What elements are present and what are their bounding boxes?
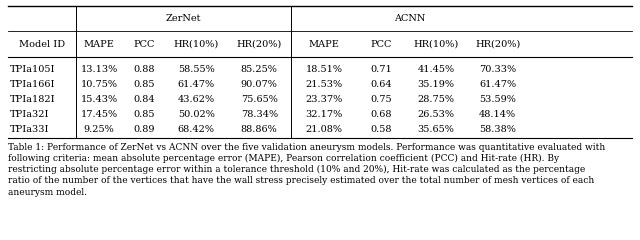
Text: 90.07%: 90.07% (241, 80, 278, 89)
Text: 28.75%: 28.75% (417, 95, 454, 104)
Text: 32.17%: 32.17% (305, 110, 343, 119)
Text: 0.75: 0.75 (370, 95, 392, 104)
Text: 0.68: 0.68 (370, 110, 392, 119)
Text: 85.25%: 85.25% (241, 65, 278, 74)
Text: 61.47%: 61.47% (177, 80, 215, 89)
Text: 0.58: 0.58 (370, 125, 392, 134)
Text: MAPE: MAPE (84, 40, 115, 49)
Text: HR(20%): HR(20%) (475, 40, 520, 49)
Text: PCC: PCC (133, 40, 155, 49)
Text: 23.37%: 23.37% (305, 95, 343, 104)
Text: 78.34%: 78.34% (241, 110, 278, 119)
Text: Model ID: Model ID (19, 40, 65, 49)
Text: 41.45%: 41.45% (417, 65, 454, 74)
Text: 0.85: 0.85 (133, 80, 155, 89)
Text: TPIa182I: TPIa182I (10, 95, 55, 104)
Text: 35.65%: 35.65% (417, 125, 454, 134)
Text: TPIa105I: TPIa105I (10, 65, 55, 74)
Text: 68.42%: 68.42% (178, 125, 214, 134)
Text: 0.71: 0.71 (370, 65, 392, 74)
Text: 53.59%: 53.59% (479, 95, 516, 104)
Text: 0.84: 0.84 (133, 95, 155, 104)
Text: 9.25%: 9.25% (84, 125, 115, 134)
Text: 58.38%: 58.38% (479, 125, 516, 134)
Text: 43.62%: 43.62% (177, 95, 215, 104)
Text: 48.14%: 48.14% (479, 110, 516, 119)
Text: 0.64: 0.64 (370, 80, 392, 89)
Text: 21.53%: 21.53% (305, 80, 343, 89)
Text: 70.33%: 70.33% (479, 65, 516, 74)
Text: TPIa166I: TPIa166I (10, 80, 55, 89)
Text: 58.55%: 58.55% (178, 65, 214, 74)
Text: 17.45%: 17.45% (81, 110, 118, 119)
Text: 75.65%: 75.65% (241, 95, 278, 104)
Text: PCC: PCC (370, 40, 392, 49)
Text: HR(20%): HR(20%) (237, 40, 282, 49)
Text: 18.51%: 18.51% (306, 65, 342, 74)
Text: 0.89: 0.89 (133, 125, 155, 134)
Text: 0.88: 0.88 (133, 65, 155, 74)
Text: MAPE: MAPE (308, 40, 340, 49)
Text: 15.43%: 15.43% (81, 95, 118, 104)
Text: ACNN: ACNN (394, 14, 426, 23)
Text: TPIa33I: TPIa33I (10, 125, 49, 134)
Text: HR(10%): HR(10%) (413, 40, 458, 49)
Text: 21.08%: 21.08% (306, 125, 342, 134)
Text: HR(10%): HR(10%) (173, 40, 219, 49)
Text: 50.02%: 50.02% (178, 110, 214, 119)
Text: 88.86%: 88.86% (241, 125, 278, 134)
Text: 35.19%: 35.19% (417, 80, 454, 89)
Text: 61.47%: 61.47% (479, 80, 516, 89)
Text: 26.53%: 26.53% (417, 110, 454, 119)
Text: Table 1: Performance of ZerNet vs ACNN over the five validation aneurysm models.: Table 1: Performance of ZerNet vs ACNN o… (8, 143, 605, 197)
Text: 0.85: 0.85 (133, 110, 155, 119)
Text: ZerNet: ZerNet (166, 14, 201, 23)
Text: 13.13%: 13.13% (81, 65, 118, 74)
Text: 10.75%: 10.75% (81, 80, 118, 89)
Text: TPIa32I: TPIa32I (10, 110, 49, 119)
